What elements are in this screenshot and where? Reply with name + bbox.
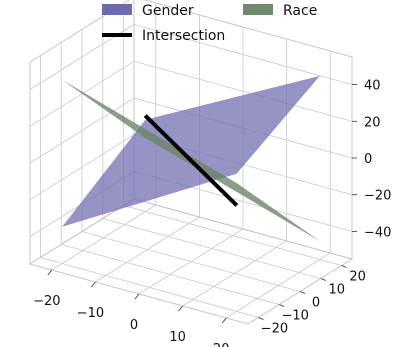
x-tick-mark-3	[178, 305, 183, 312]
x-tick-mark-4	[221, 317, 227, 324]
y-tick-label-1: −10	[281, 309, 308, 324]
grid-left-z-3	[29, 60, 135, 127]
legend-label-intersection: Intersection	[142, 28, 225, 44]
y-tick-mark-2	[299, 291, 306, 294]
grid-back-z-4	[133, 24, 353, 85]
grid-floor-y-2	[81, 231, 301, 292]
y-tick-label-4: 20	[349, 270, 366, 285]
z-tick-label-4: 40	[364, 79, 381, 94]
grid-floor-y-4	[123, 205, 342, 266]
legend: Gender Race Intersection	[102, 3, 317, 44]
legend-swatch-race	[243, 4, 273, 15]
grid-back-z-3	[133, 60, 353, 122]
z-tick-label-0: −40	[364, 226, 391, 241]
grid-floor-y-1	[61, 244, 280, 305]
grid-left-z-1	[29, 134, 135, 201]
x-tick-label-3: 10	[169, 330, 186, 345]
y-tick-mark-1	[279, 304, 285, 307]
legend-label-gender: Gender	[142, 3, 194, 19]
x-tick-mark-2	[134, 293, 140, 300]
legend-label-race: Race	[283, 3, 317, 19]
pane-left-wall	[29, 0, 135, 265]
x-tick-label-1: −10	[77, 306, 104, 321]
line-intersection	[143, 114, 239, 207]
y-tick-label-3: 10	[329, 283, 346, 298]
y-tick-label-2: 0	[312, 296, 320, 311]
x-tick-label-2: 0	[130, 318, 138, 333]
surface-gender	[62, 75, 320, 227]
z-tick-label-3: 20	[364, 115, 381, 130]
z-tick-label-2: 0	[364, 152, 372, 167]
surfaces	[62, 75, 320, 242]
y-tick-mark-3	[320, 278, 326, 281]
x-tick-label-4: 20	[213, 342, 230, 347]
grid-floor-y-0	[40, 257, 259, 318]
grid-left-z-2	[29, 97, 135, 164]
grid-lines	[29, 3, 353, 319]
z-tick-label-1: −20	[364, 189, 391, 204]
x-tick-label-0: −20	[33, 294, 60, 309]
y-tick-mark-4	[341, 265, 347, 268]
axis-panes	[28, 0, 354, 325]
y-tick-mark-0	[258, 317, 264, 320]
grid-floor-y-3	[102, 218, 321, 279]
legend-swatch-gender	[102, 4, 132, 15]
x-tick-mark-0	[47, 269, 53, 276]
x-tick-mark-1	[91, 281, 96, 288]
pane-back-wall	[133, 0, 353, 260]
y-tick-label-0: −20	[261, 322, 288, 337]
